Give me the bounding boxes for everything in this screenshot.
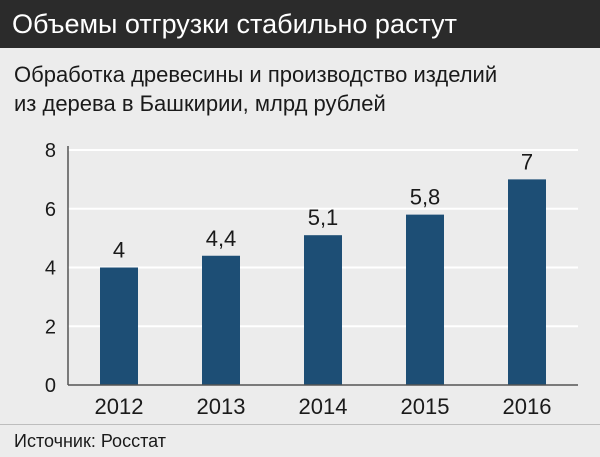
bar-value-label: 5,8 (410, 185, 441, 210)
bar-chart: 0 2 4 6 8 4 2012 4,4 2013 5,1 2014 5,8 2015 7 2016 (45, 140, 578, 419)
bar (202, 255, 240, 385)
y-tick-label: 4 (45, 258, 56, 280)
bar (100, 267, 138, 385)
subtitle-line-1: Обработка древесины и производство издел… (14, 62, 498, 87)
bar-value-label: 4 (113, 238, 125, 263)
x-tick-label: 2013 (197, 394, 246, 419)
chart-subtitle: Обработка древесины и производство издел… (14, 60, 574, 118)
y-tick-label: 6 (45, 199, 56, 221)
y-tick-label: 2 (45, 316, 56, 338)
x-tick-label: 2016 (503, 394, 552, 419)
bar-value-label: 5,1 (308, 205, 339, 230)
x-tick-label: 2015 (401, 394, 450, 419)
bar-value-label: 4,4 (206, 226, 237, 251)
y-tick-label: 8 (45, 140, 56, 162)
chart-headline: Объемы отгрузки стабильно растут (0, 0, 600, 48)
bar (508, 179, 546, 385)
x-tick-label: 2012 (95, 394, 144, 419)
bar (304, 235, 342, 385)
subtitle-line-2: из дерева в Башкирии, млрд рублей (14, 91, 386, 116)
source-note: Источник: Росстат (0, 424, 600, 457)
bar (406, 214, 444, 385)
bar-value-label: 7 (521, 149, 533, 174)
y-tick-label: 0 (45, 375, 56, 397)
x-tick-label: 2014 (299, 394, 348, 419)
